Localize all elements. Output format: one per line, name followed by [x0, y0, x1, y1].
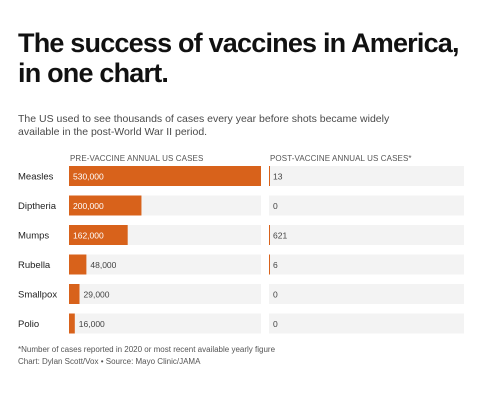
post-row-background	[269, 166, 464, 186]
category-label: Diptheria	[18, 201, 57, 212]
title-line-2: in one chart.	[18, 58, 169, 88]
pre-vaccine-bar	[69, 313, 75, 334]
pre-vaccine-value-label: 200,000	[73, 201, 104, 211]
post-vaccine-bar	[269, 254, 270, 275]
subtitle-line-2: available in the post-World War II perio…	[18, 126, 208, 138]
chart-subtitle: The US used to see thousands of cases ev…	[18, 113, 458, 139]
post-row-background	[269, 225, 464, 245]
pre-vaccine-bar	[69, 195, 142, 216]
chart-footnote-block: *Number of cases reported in 2020 or mos…	[18, 344, 458, 368]
post-vaccine-value-label: 6	[273, 260, 278, 270]
pre-vaccine-value-label: 16,000	[79, 319, 105, 329]
post-row-background	[269, 195, 464, 216]
post-vaccine-value-label: 0	[273, 201, 278, 211]
pre-vaccine-bar	[69, 284, 80, 304]
subtitle-line-1: The US used to see thousands of cases ev…	[18, 113, 390, 125]
post-vaccine-column-header: POST-VACCINE ANNUAL US CASES*	[270, 154, 412, 163]
pre-vaccine-value-label: 530,000	[73, 172, 104, 182]
category-label: Measles	[18, 172, 54, 183]
category-label: Rubella	[18, 260, 51, 271]
category-label: Polio	[18, 319, 39, 330]
post-vaccine-bar	[269, 166, 270, 186]
post-row-background	[269, 254, 464, 275]
post-row-background	[269, 284, 464, 304]
post-vaccine-value-label: 13	[273, 172, 283, 182]
post-vaccine-bar	[269, 225, 270, 245]
title-line-1: The success of vaccines in America,	[18, 28, 460, 58]
pre-row-background	[69, 313, 261, 334]
pre-vaccine-column-header: PRE-VACCINE ANNUAL US CASES	[70, 154, 204, 163]
chart-title: The success of vaccines in America, in o…	[18, 28, 468, 88]
post-vaccine-value-label: 0	[273, 319, 278, 329]
pre-row-background	[69, 284, 261, 304]
pre-vaccine-bar	[69, 254, 87, 275]
pre-vaccine-value-label: 48,000	[90, 260, 116, 270]
category-label: Mumps	[18, 231, 49, 242]
pre-vaccine-bar	[69, 166, 261, 186]
post-vaccine-value-label: 621	[273, 231, 287, 241]
post-row-background	[269, 313, 464, 334]
pre-vaccine-value-label: 162,000	[73, 231, 104, 241]
post-vaccine-value-label: 0	[273, 290, 278, 300]
pre-row-background	[69, 254, 261, 275]
credit-text: Chart: Dylan Scott/Vox • Source: Mayo Cl…	[18, 357, 201, 366]
pre-vaccine-bar	[69, 225, 128, 245]
pre-vaccine-value-label: 29,000	[84, 290, 110, 300]
category-label: Smallpox	[18, 290, 57, 301]
footnote-text: *Number of cases reported in 2020 or mos…	[18, 345, 276, 354]
